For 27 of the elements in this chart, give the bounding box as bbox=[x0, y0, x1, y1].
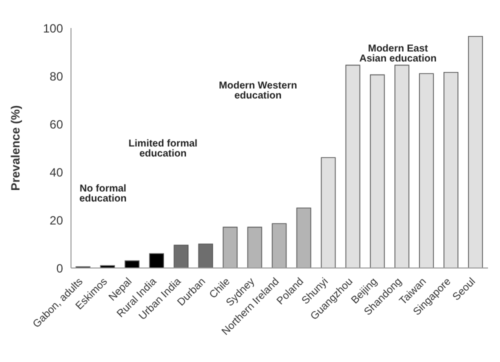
y-tick-label: 0 bbox=[56, 261, 64, 276]
bar bbox=[296, 208, 312, 268]
bar bbox=[124, 260, 140, 268]
bar bbox=[370, 74, 385, 268]
y-tick-label: 60 bbox=[50, 117, 64, 132]
bar bbox=[345, 64, 360, 268]
annotation: Modern Western education bbox=[218, 80, 298, 102]
y-tick-label: 40 bbox=[50, 165, 64, 180]
annotation: No formal education bbox=[79, 184, 127, 205]
y-axis-title: Prevalence (%) bbox=[8, 105, 22, 191]
y-tick-label: 100 bbox=[42, 21, 64, 36]
bar bbox=[198, 244, 214, 268]
y-tick-label: 80 bbox=[50, 69, 64, 84]
bar bbox=[272, 223, 287, 268]
bar bbox=[468, 36, 483, 268]
bar bbox=[320, 157, 336, 268]
bar bbox=[222, 226, 238, 268]
bar bbox=[444, 72, 458, 268]
bar bbox=[174, 244, 189, 268]
bar bbox=[247, 226, 262, 268]
bar bbox=[100, 265, 115, 268]
annotation: Modern East Asian education bbox=[359, 44, 437, 65]
annotation: Limited formal education bbox=[128, 138, 198, 160]
y-tick-label: 20 bbox=[50, 213, 64, 228]
bar bbox=[394, 64, 410, 268]
bar bbox=[149, 253, 164, 268]
bar bbox=[419, 73, 434, 268]
